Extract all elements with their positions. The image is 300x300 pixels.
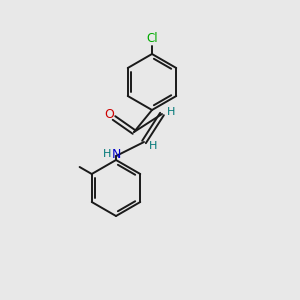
Text: N: N	[111, 148, 121, 160]
Text: H: H	[103, 149, 111, 159]
Text: Cl: Cl	[146, 32, 158, 45]
Text: H: H	[167, 107, 175, 117]
Text: O: O	[104, 109, 114, 122]
Text: H: H	[149, 141, 157, 151]
